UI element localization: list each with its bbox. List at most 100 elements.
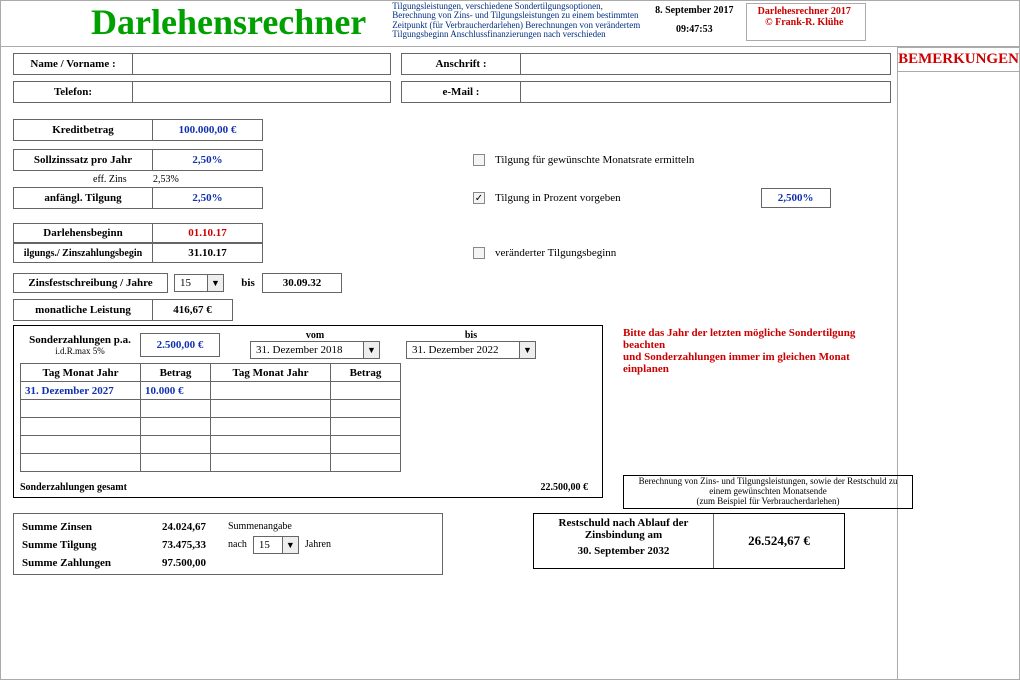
- rest-l1: Restschuld nach Ablauf der: [538, 517, 709, 529]
- help-l2: (zum Beispiel für Verbraucherdarlehen): [628, 497, 908, 507]
- bis-value: 31. Dezember 2022: [412, 344, 498, 356]
- opt-prozent[interactable]: ✓ Tilgung in Prozent vorgeben: [473, 192, 621, 204]
- eff-label: eff. Zins: [93, 174, 153, 185]
- rest-value: 26.524,67 €: [714, 514, 844, 568]
- sonder-amount[interactable]: 2.500,00 €: [140, 333, 220, 357]
- app-title: Darlehensrechner: [1, 1, 366, 43]
- nach-dropdown[interactable]: 15 ▼: [253, 536, 299, 554]
- table-row[interactable]: [21, 400, 401, 418]
- anschrift-input[interactable]: [521, 53, 891, 75]
- th-amt-1: Betrag: [141, 364, 211, 382]
- summenangabe: Summenangabe: [228, 521, 292, 532]
- anschrift-label: Anschrift :: [401, 53, 521, 75]
- restschuld-box: Restschuld nach Ablauf der Zinsbindung a…: [533, 513, 845, 569]
- table-row[interactable]: 31. Dezember 2027 10.000 €: [21, 382, 401, 400]
- warning-2: und Sonderzahlungen immer im gleichen Mo…: [623, 351, 883, 375]
- monat-value: 416,67 €: [153, 299, 233, 321]
- zahl-value: 97.500,00: [132, 557, 212, 569]
- name-label: Name / Vorname :: [13, 53, 133, 75]
- chevron-down-icon: ▼: [282, 537, 298, 553]
- name-input[interactable]: [133, 53, 391, 75]
- opt-tilgungsbeginn[interactable]: veränderter Tilgungsbeginn: [473, 247, 616, 259]
- opt2-value[interactable]: 2,500%: [761, 188, 831, 208]
- time-text: 09:47:53: [648, 24, 740, 35]
- app-description: Tilgungsleistungen, verschiedene Sondert…: [386, 1, 646, 40]
- eff-value: 2,53%: [153, 174, 179, 185]
- anf-value[interactable]: 2,50%: [153, 187, 263, 209]
- sonder-total-value: 22.500,00 €: [541, 482, 597, 493]
- chevron-down-icon: ▼: [207, 275, 223, 291]
- th-date-1: Tag Monat Jahr: [21, 364, 141, 382]
- bis-dropdown[interactable]: 31. Dezember 2022 ▼: [406, 341, 536, 359]
- nach-label: nach: [228, 539, 247, 550]
- fest-label: Zinsfestschreibung / Jahre: [13, 273, 168, 293]
- soll-label: Sollzinssatz pro Jahr: [13, 149, 153, 171]
- bis-sonder-label: bis: [406, 330, 536, 341]
- sonder-table: Tag Monat Jahr Betrag Tag Monat Jahr Bet…: [20, 363, 401, 472]
- sonder-total-label: Sonderzahlungen gesamt: [20, 482, 127, 493]
- product-copyright: © Frank-R. Klühe: [749, 17, 859, 28]
- checkbox-icon[interactable]: [473, 154, 485, 166]
- jahren-label: Jahren: [305, 539, 331, 550]
- remarks-title: BEMERKUNGEN: [898, 48, 1019, 72]
- cell-empty[interactable]: [331, 382, 401, 400]
- zinsen-label: Summe Zinsen: [22, 521, 132, 533]
- product-info: Darlehesrechner 2017 © Frank-R. Klühe: [746, 3, 866, 41]
- help-l1: Berechnung von Zins- und Tilgungsleistun…: [628, 477, 908, 497]
- datetime: 8. September 2017 09:47:53: [646, 1, 746, 35]
- opt3-label: veränderter Tilgungsbeginn: [495, 247, 616, 259]
- zahl-label: Summe Zahlungen: [22, 557, 132, 569]
- date-text: 8. September 2017: [648, 5, 740, 16]
- help-box: Berechnung von Zins- und Tilgungsleistun…: [623, 475, 913, 509]
- header-bar: Darlehensrechner Tilgungsleistungen, ver…: [1, 1, 1019, 47]
- identity-row-2: Telefon: e-Mail :: [13, 81, 893, 103]
- th-date-2: Tag Monat Jahr: [211, 364, 331, 382]
- rest-date: 30. September 2032: [538, 545, 709, 557]
- th-amt-2: Betrag: [331, 364, 401, 382]
- product-name: Darlehesrechner 2017: [749, 6, 859, 17]
- checkbox-checked-icon[interactable]: ✓: [473, 192, 485, 204]
- bis-value: 30.09.32: [262, 273, 342, 293]
- email-label: e-Mail :: [401, 81, 521, 103]
- email-input[interactable]: [521, 81, 891, 103]
- sonder-label: Sonderzahlungen p.a.: [20, 334, 140, 346]
- table-row[interactable]: [21, 454, 401, 472]
- remarks-panel: BEMERKUNGEN: [897, 47, 1019, 679]
- fest-years-dropdown[interactable]: 15 ▼: [174, 274, 224, 292]
- telefon-input[interactable]: [133, 81, 391, 103]
- nach-value: 15: [259, 539, 270, 551]
- chevron-down-icon: ▼: [519, 342, 535, 358]
- row1-amt[interactable]: 10.000 €: [141, 382, 211, 400]
- sonder-box: Sonderzahlungen p.a. i.d.R.max 5% 2.500,…: [13, 325, 603, 498]
- zinsbeginn-value[interactable]: 31.10.17: [153, 243, 263, 263]
- anf-label: anfängl. Tilgung: [13, 187, 153, 209]
- table-row[interactable]: [21, 418, 401, 436]
- zinsbeginn-label: ilgungs./ Zinszahlungsbegin: [13, 243, 153, 263]
- vom-label: vom: [250, 330, 380, 341]
- vom-value: 31. Dezember 2018: [256, 344, 342, 356]
- opt1-label: Tilgung für gewünschte Monatsrate ermitt…: [495, 154, 694, 166]
- beginn-value[interactable]: 01.10.17: [153, 223, 263, 243]
- zinsen-value: 24.024,67: [132, 521, 212, 533]
- monat-label: monatliche Leistung: [13, 299, 153, 321]
- bis-label: bis: [234, 277, 262, 289]
- identity-row-1: Name / Vorname : Anschrift :: [13, 53, 893, 75]
- telefon-label: Telefon:: [13, 81, 133, 103]
- summary-box: Summe Zinsen 24.024,67 Summenangabe Summ…: [13, 513, 443, 575]
- warning-1: Bitte das Jahr der letzten mögliche Sond…: [623, 327, 883, 351]
- vom-dropdown[interactable]: 31. Dezember 2018 ▼: [250, 341, 380, 359]
- tilgung-label: Summe Tilgung: [22, 539, 132, 551]
- table-row[interactable]: [21, 436, 401, 454]
- chevron-down-icon: ▼: [363, 342, 379, 358]
- checkbox-icon[interactable]: [473, 247, 485, 259]
- soll-value[interactable]: 2,50%: [153, 149, 263, 171]
- kredit-label: Kreditbetrag: [13, 119, 153, 141]
- opt-monatsrate[interactable]: Tilgung für gewünschte Monatsrate ermitt…: [473, 154, 694, 166]
- kredit-value[interactable]: 100.000,00 €: [153, 119, 263, 141]
- sonder-sublabel: i.d.R.max 5%: [20, 346, 140, 356]
- cell-empty[interactable]: [211, 382, 331, 400]
- opt2-label: Tilgung in Prozent vorgeben: [495, 192, 621, 204]
- row1-date[interactable]: 31. Dezember 2027: [21, 382, 141, 400]
- fest-years-value: 15: [180, 277, 191, 289]
- beginn-label: Darlehensbeginn: [13, 223, 153, 243]
